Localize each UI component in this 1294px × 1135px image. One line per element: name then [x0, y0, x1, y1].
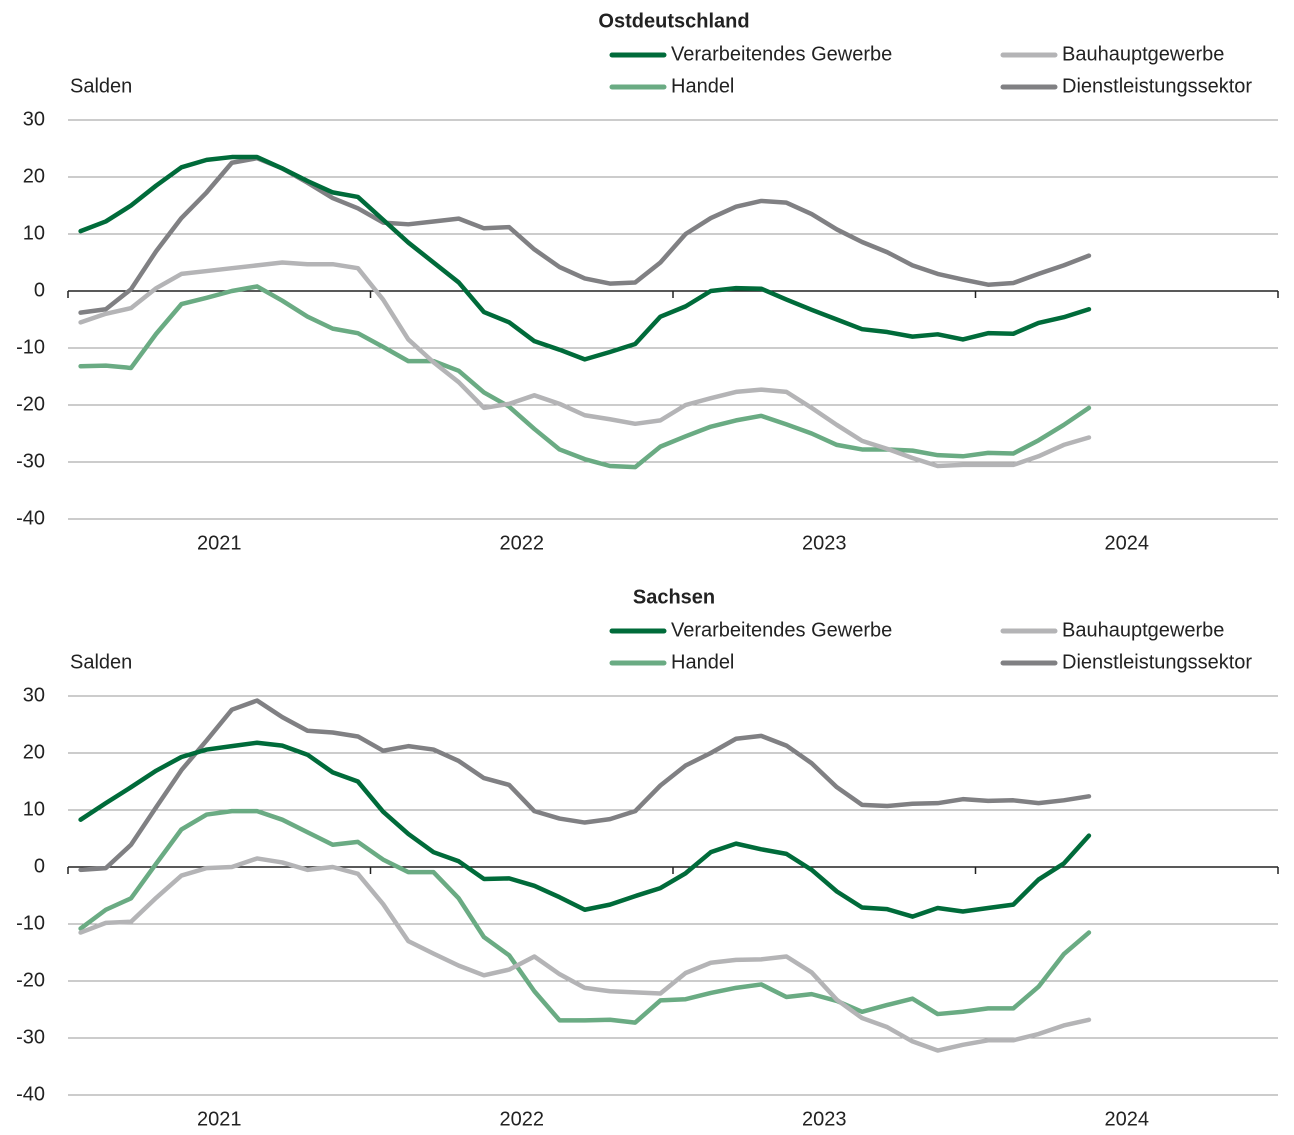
legend-label: Bauhauptgewerbe — [1062, 619, 1224, 641]
chart: Sachsen Salden -40 -30 -20 -10 0 10 20 30 2021 2022… — [16, 586, 1279, 1130]
series-line — [78, 856, 1092, 1053]
y-axis-label: Salden — [70, 75, 132, 97]
legend-label: Handel — [671, 651, 734, 673]
legend-label: Handel — [671, 75, 734, 97]
legend-label: Verarbeitendes Gewerbe — [671, 619, 892, 641]
legend-label: Verarbeitendes Gewerbe — [671, 43, 892, 65]
series-line — [78, 808, 1092, 1025]
chart-title: Sachsen — [633, 586, 715, 608]
y-tick-label: -40 — [16, 507, 45, 529]
y-tick-label: 20 — [23, 165, 45, 187]
y-tick-label: -20 — [16, 393, 45, 415]
series-line — [78, 155, 1092, 315]
chart-title: Ostdeutschland — [598, 10, 749, 32]
y-tick-label: 0 — [34, 279, 45, 301]
series-line — [78, 260, 1092, 469]
series-line — [78, 284, 1092, 470]
x-tick-label: 2021 — [197, 532, 242, 554]
y-tick-label: -40 — [16, 1083, 45, 1105]
legend-label: Dienstleistungssektor — [1062, 75, 1252, 97]
y-tick-label: 10 — [23, 798, 45, 820]
x-tick-label: 2024 — [1105, 532, 1150, 554]
y-tick-label: 30 — [23, 108, 45, 130]
legend-label: Dienstleistungssektor — [1062, 651, 1252, 673]
y-tick-label: -10 — [16, 336, 45, 358]
series-line — [78, 154, 1092, 362]
x-tick-label: 2023 — [802, 1108, 847, 1130]
series-line — [78, 740, 1092, 919]
y-tick-label: -30 — [16, 1026, 45, 1048]
y-tick-label: 10 — [23, 222, 45, 244]
y-tick-label: -30 — [16, 450, 45, 472]
y-tick-label: 0 — [34, 855, 45, 877]
legend-label: Bauhauptgewerbe — [1062, 43, 1224, 65]
chart: Ostdeutschland Salden -40 -30 -20 -10 0 10 20 30 2… — [16, 10, 1279, 554]
x-tick-label: 2021 — [197, 1108, 242, 1130]
y-tick-label: -10 — [16, 912, 45, 934]
x-tick-label: 2022 — [500, 532, 545, 554]
x-tick-label: 2023 — [802, 532, 847, 554]
x-tick-label: 2022 — [500, 1108, 545, 1130]
y-tick-label: 30 — [23, 684, 45, 706]
series-line — [78, 698, 1092, 873]
x-tick-label: 2024 — [1105, 1108, 1150, 1130]
y-axis-label: Salden — [70, 651, 132, 673]
y-tick-label: -20 — [16, 969, 45, 991]
y-tick-label: 20 — [23, 741, 45, 763]
